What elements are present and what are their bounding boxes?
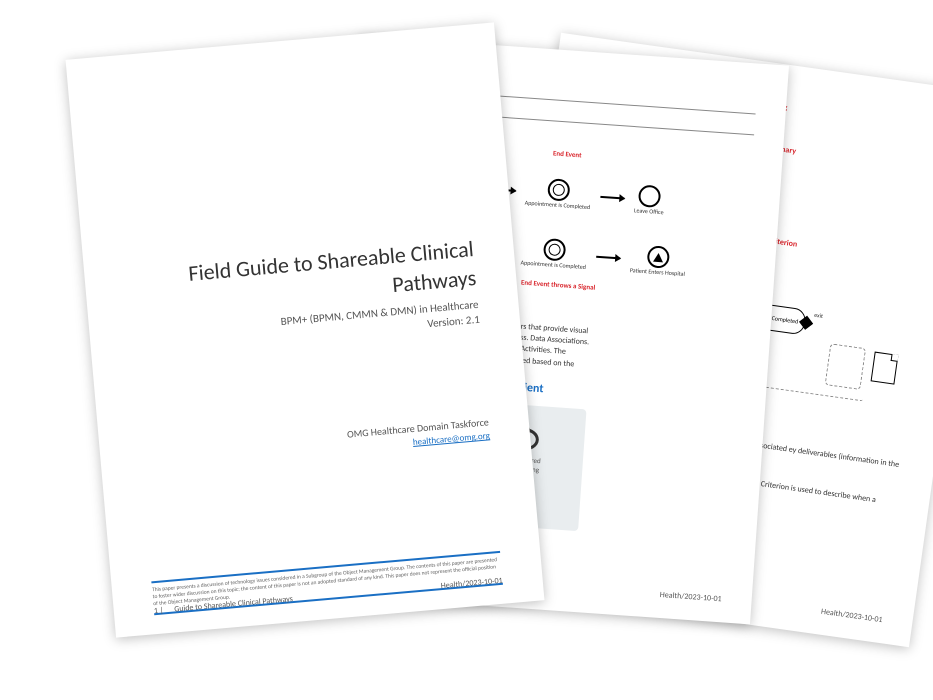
leave-label: Leave Office (634, 206, 664, 216)
right-task (825, 343, 866, 390)
arrow-icon (601, 196, 625, 199)
end-event-text: End Event (553, 148, 582, 159)
title-line2: Pathways (391, 264, 477, 298)
page2-footer: Health/2023-10-01 (659, 590, 721, 604)
signal-event-shape: Patient Enters Hospital (630, 244, 687, 278)
enters-label: Patient Enters Hospital (630, 266, 686, 278)
page3-footer: Health/2023-10-01 (820, 607, 883, 626)
pg: 1 | (154, 605, 164, 616)
document-cover-page: Field Guide to Shareable Clinical Pathwa… (66, 22, 545, 637)
arrow-icon (597, 256, 621, 259)
intermediate-event: Appointment is Completed (520, 237, 587, 271)
appt-label: Appointment is Completed (525, 199, 591, 212)
signal-label: End Event throws a Signal (521, 278, 596, 292)
appt-label2: Appointment is Completed (520, 258, 586, 271)
intermediate-event: Appointment is Completed (525, 177, 592, 211)
exit-marker: exit (814, 311, 824, 320)
end-event-shape: Leave Office (634, 184, 666, 216)
right-doc-icon (871, 352, 899, 385)
